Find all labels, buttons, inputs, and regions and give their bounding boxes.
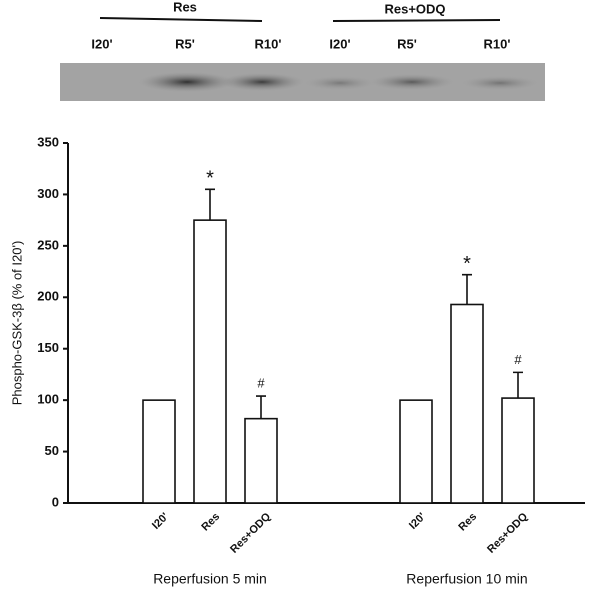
blot-band: [370, 74, 454, 90]
blot-lane-label: R5': [175, 36, 195, 51]
y-tick-label: 50: [45, 443, 59, 458]
blot-band: [220, 73, 304, 91]
y-tick-label: 250: [37, 237, 59, 252]
blot-lane-label: R10': [255, 36, 282, 51]
y-tick-label: 0: [52, 494, 59, 509]
blot-lane-label: R10': [484, 36, 511, 51]
significance-mark: #: [257, 375, 265, 390]
blot: Res Res+ODQ I20' R5' R10' I20' R5' R10': [60, 0, 545, 101]
blot-group-label: Res: [173, 0, 197, 14]
y-axis-label: Phospho-GSK-3β (% of I20'): [9, 241, 24, 406]
x-tick-label: I20': [407, 510, 428, 531]
error-bar: [256, 395, 266, 419]
group-label: Reperfusion 5 min: [153, 571, 267, 587]
significance-mark: *: [206, 168, 214, 190]
blot-lane-label: I20': [329, 36, 350, 51]
x-tick-label: I20': [150, 510, 171, 531]
y-tick-label: 350: [37, 134, 59, 149]
y-tick-label: 100: [37, 392, 59, 407]
x-tick-label: Res: [199, 511, 222, 534]
x-tick-label: Res+ODQ: [485, 510, 530, 555]
x-tick-label: Res+ODQ: [228, 510, 273, 555]
chart: Phospho-GSK-3β (% of I20') 0 50 100 150 200 2…: [9, 134, 585, 587]
y-tick-label: 300: [37, 186, 59, 201]
blot-band: [462, 76, 538, 90]
error-bar: [513, 371, 523, 399]
group-label: Reperfusion 10 min: [406, 571, 527, 587]
bar: [399, 399, 433, 504]
significance-mark: #: [514, 352, 522, 367]
blot-group-line: [99, 17, 263, 22]
bar: [450, 303, 484, 504]
x-tick-label: Res: [456, 511, 479, 534]
blot-group-line: [332, 19, 501, 22]
error-bar: [462, 273, 472, 305]
y-tick-label: 200: [37, 289, 59, 304]
y-tick-label: 150: [37, 340, 59, 355]
blot-band: [139, 72, 235, 92]
bar: [501, 397, 535, 504]
bar: [244, 417, 278, 504]
significance-mark: *: [463, 253, 471, 275]
blot-lane-label: I20': [91, 36, 112, 51]
blot-band: [305, 76, 375, 90]
blot-lane-label: R5': [397, 36, 417, 51]
bar: [193, 219, 227, 504]
blot-group-label: Res+ODQ: [384, 1, 445, 16]
error-bar: [205, 188, 215, 221]
bar: [142, 399, 176, 504]
